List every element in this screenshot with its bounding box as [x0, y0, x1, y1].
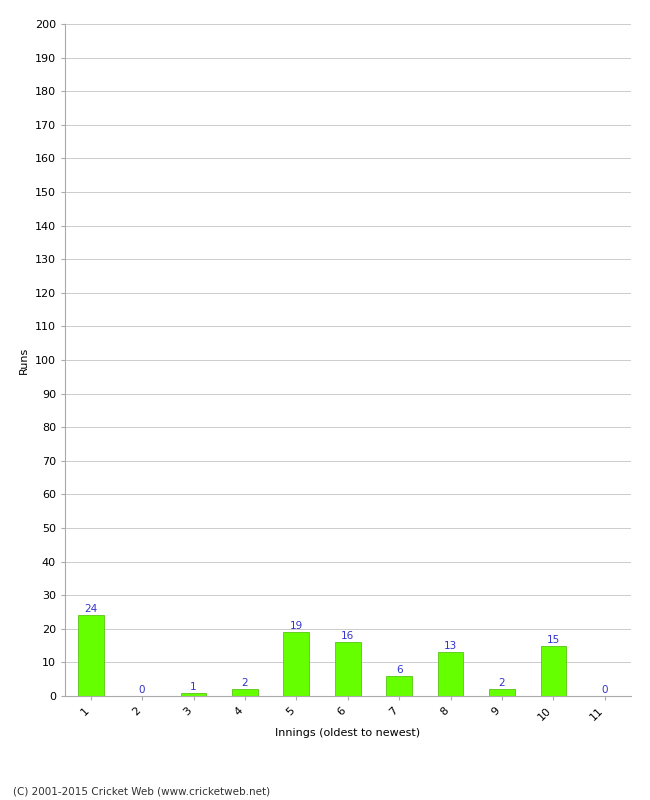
Text: 13: 13: [444, 642, 457, 651]
Bar: [541, 646, 566, 696]
Bar: [335, 642, 361, 696]
Bar: [181, 693, 207, 696]
X-axis label: Innings (oldest to newest): Innings (oldest to newest): [275, 727, 421, 738]
Bar: [386, 676, 412, 696]
Text: 16: 16: [341, 631, 354, 642]
Text: 0: 0: [139, 685, 146, 695]
Text: 1: 1: [190, 682, 197, 692]
Text: 2: 2: [242, 678, 248, 688]
Bar: [283, 632, 309, 696]
Text: (C) 2001-2015 Cricket Web (www.cricketweb.net): (C) 2001-2015 Cricket Web (www.cricketwe…: [13, 786, 270, 796]
Text: 24: 24: [84, 604, 98, 614]
Bar: [78, 615, 103, 696]
Bar: [232, 690, 258, 696]
Y-axis label: Runs: Runs: [20, 346, 29, 374]
Bar: [437, 652, 463, 696]
Text: 2: 2: [499, 678, 505, 688]
Text: 0: 0: [601, 685, 608, 695]
Text: 19: 19: [290, 621, 303, 631]
Text: 6: 6: [396, 665, 402, 675]
Bar: [489, 690, 515, 696]
Text: 15: 15: [547, 634, 560, 645]
